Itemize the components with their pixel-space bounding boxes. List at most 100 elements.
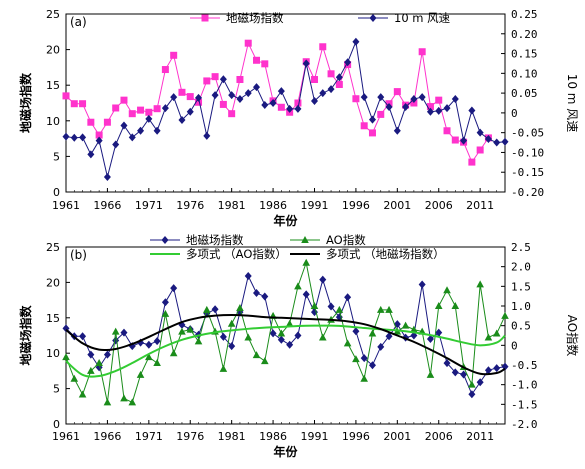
data-point bbox=[468, 380, 476, 388]
data-point bbox=[228, 342, 236, 351]
data-point bbox=[377, 342, 385, 351]
legend-item: 多项式 （地磁场指数） bbox=[290, 247, 445, 261]
legend-marker bbox=[369, 14, 377, 22]
panel-label: (b) bbox=[70, 248, 87, 262]
x-tick-label: 1966 bbox=[93, 199, 121, 212]
data-point bbox=[443, 127, 451, 135]
panel-label: (a) bbox=[70, 15, 87, 29]
data-point bbox=[236, 303, 244, 311]
legend-marker bbox=[201, 14, 209, 22]
data-point bbox=[120, 96, 128, 104]
data-point bbox=[244, 272, 252, 281]
y-left-tick-label: 25 bbox=[46, 241, 60, 254]
data-point bbox=[153, 105, 161, 113]
data-point bbox=[286, 340, 294, 349]
data-point bbox=[376, 305, 385, 313]
data-point bbox=[112, 104, 120, 112]
y-right-tick-label: 0 bbox=[511, 107, 518, 120]
legend-marker bbox=[301, 236, 309, 243]
data-point bbox=[120, 328, 128, 337]
data-point bbox=[70, 133, 78, 142]
x-axis-title: 年份 bbox=[273, 444, 298, 459]
data-point bbox=[344, 293, 352, 302]
y-right-tick-label: 0.05 bbox=[511, 87, 538, 100]
series-trend-2 bbox=[65, 324, 506, 378]
y-right-tick-label: 0.5 bbox=[511, 320, 531, 333]
y-right-tick-label: -1.5 bbox=[511, 398, 538, 411]
data-point bbox=[285, 319, 294, 327]
data-point bbox=[203, 305, 211, 313]
y-right-tick-label: -0.10 bbox=[511, 146, 544, 159]
data-point bbox=[136, 370, 145, 378]
x-tick-label: 2001 bbox=[383, 199, 411, 212]
y-right-tick-label: 0.20 bbox=[511, 28, 538, 41]
data-point bbox=[327, 70, 335, 78]
x-tick-label: 1976 bbox=[176, 430, 204, 443]
data-point bbox=[153, 359, 161, 367]
data-point bbox=[426, 335, 434, 344]
data-point bbox=[327, 302, 335, 311]
y-right-tick-label: -2.0 bbox=[511, 418, 538, 431]
data-point bbox=[476, 128, 484, 137]
data-point bbox=[343, 339, 352, 347]
x-tick-label: 1991 bbox=[300, 430, 328, 443]
data-point bbox=[368, 329, 377, 337]
y-right-tick-label: -0.15 bbox=[511, 166, 544, 179]
data-point bbox=[352, 327, 360, 336]
data-point bbox=[253, 289, 261, 298]
y-right-tick-label: -1.0 bbox=[511, 379, 538, 392]
y-left-tick-label: 20 bbox=[46, 44, 60, 57]
y-left-tick-label: 15 bbox=[46, 312, 60, 325]
data-point bbox=[203, 77, 211, 85]
data-point bbox=[426, 107, 434, 116]
data-point bbox=[62, 132, 70, 141]
data-point bbox=[484, 366, 492, 375]
data-point bbox=[194, 337, 203, 345]
data-point bbox=[178, 327, 186, 335]
data-point bbox=[269, 329, 277, 338]
data-point bbox=[484, 333, 493, 341]
data-point bbox=[286, 104, 294, 113]
legend-item: 地磁场指数 bbox=[150, 233, 244, 247]
legend-item: 地磁场指数 bbox=[190, 11, 284, 25]
data-point bbox=[434, 302, 443, 309]
data-point bbox=[443, 286, 451, 294]
series-1 bbox=[62, 258, 509, 406]
data-point bbox=[87, 366, 95, 374]
series-line bbox=[65, 260, 506, 404]
data-point bbox=[368, 115, 376, 124]
data-point bbox=[103, 118, 111, 126]
x-tick-label: 2011 bbox=[466, 430, 494, 443]
x-tick-label: 1966 bbox=[93, 430, 121, 443]
y-left-tick-label: 15 bbox=[46, 79, 60, 92]
data-point bbox=[203, 131, 211, 140]
legend-item: 多项式 （AO指数） bbox=[150, 247, 287, 261]
legend: 地磁场指数 10 m 风速 bbox=[190, 11, 451, 25]
data-point bbox=[244, 89, 252, 98]
data-point bbox=[186, 325, 195, 333]
data-point bbox=[443, 359, 451, 368]
data-point bbox=[236, 95, 244, 104]
data-point bbox=[418, 48, 426, 56]
data-point bbox=[451, 302, 460, 309]
legend-item: 10 m 风速 bbox=[358, 11, 451, 25]
data-point bbox=[319, 43, 327, 51]
legend-label: 地磁场指数 bbox=[226, 11, 284, 25]
chart-panel-a: 1961 1966 1971 1976 1981 1986 1991 1996 2001 2006… bbox=[18, 8, 579, 228]
data-point bbox=[360, 354, 368, 363]
data-point bbox=[87, 150, 95, 159]
x-tick-label: 1981 bbox=[218, 430, 246, 443]
data-point bbox=[360, 122, 368, 130]
data-point bbox=[178, 116, 186, 125]
y-right-tick-label: 1.0 bbox=[511, 300, 531, 313]
data-point bbox=[418, 280, 426, 289]
data-point bbox=[302, 59, 310, 68]
data-point bbox=[501, 362, 509, 371]
x-tick-label: 1981 bbox=[218, 199, 246, 212]
data-point bbox=[219, 100, 227, 108]
data-point bbox=[451, 95, 459, 104]
data-point bbox=[253, 83, 261, 92]
y-left-axis-title: 地磁场指数 bbox=[18, 305, 33, 366]
